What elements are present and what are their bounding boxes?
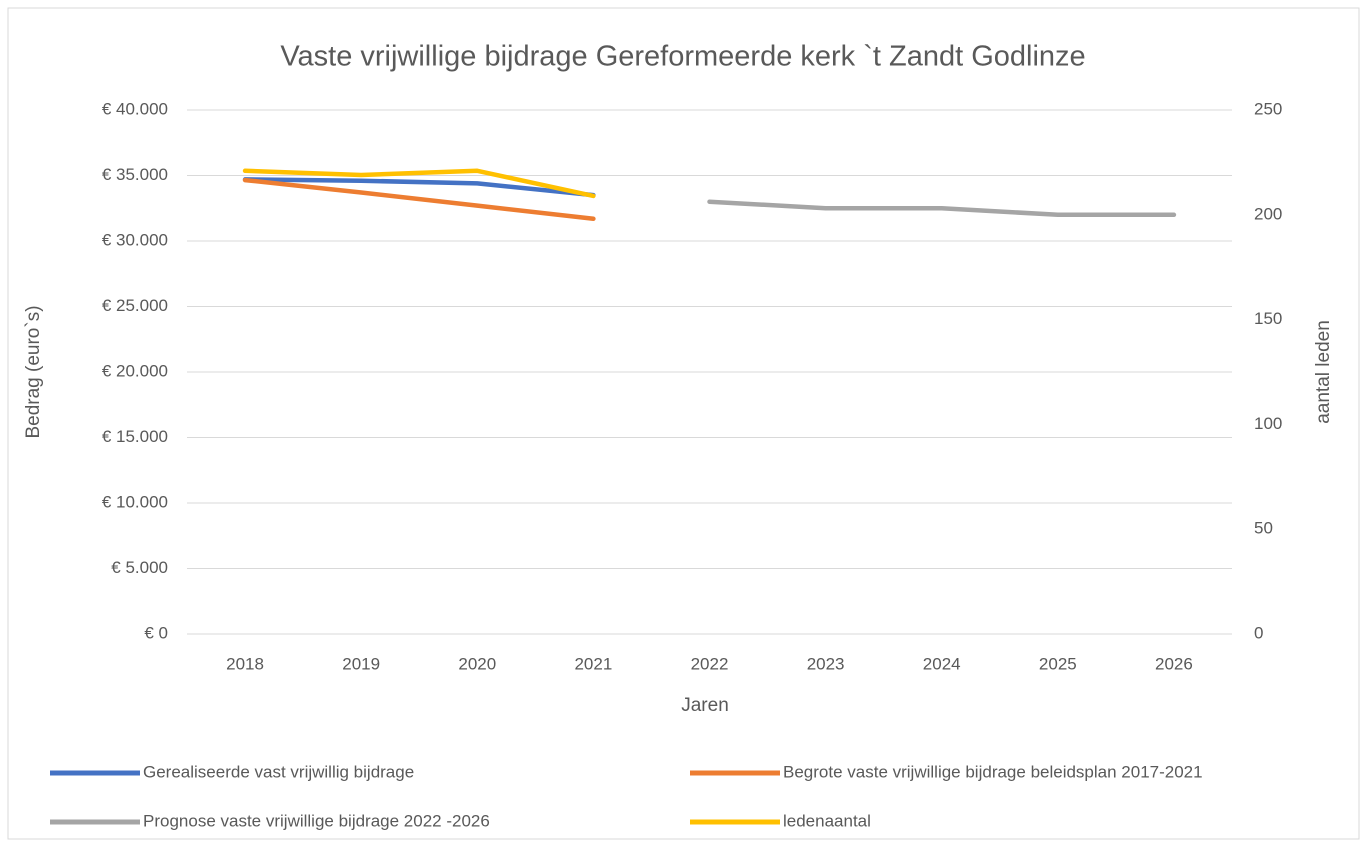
y2-tick-label: 250	[1254, 99, 1282, 118]
y-tick-label: € 10.000	[102, 492, 168, 511]
x-tick-label: 2023	[807, 654, 845, 673]
x-tick-label: 2021	[574, 654, 612, 673]
y2-axis-title: aantal leden	[1313, 320, 1334, 424]
series-line	[242, 177, 596, 198]
y-tick-label: € 30.000	[102, 230, 168, 249]
y-tick-label: € 35.000	[102, 165, 168, 184]
y-axis-title: Bedrag (euro`s)	[23, 305, 44, 438]
x-axis-title: Jaren	[681, 695, 729, 716]
y-tick-label: € 15.000	[102, 427, 168, 446]
x-tick-label: 2022	[691, 654, 729, 673]
y-tick-label: € 0	[144, 623, 168, 642]
legend-label: Gerealiseerde vast vrijwillig bijdrage	[143, 762, 414, 781]
x-tick-label: 2018	[226, 654, 264, 673]
chart-border	[7, 7, 1360, 840]
y-tick-label: € 5.000	[111, 558, 168, 577]
x-tick-label: 2019	[342, 654, 380, 673]
x-tick-label: 2020	[458, 654, 496, 673]
x-tick-label: 2026	[1155, 654, 1193, 673]
chart-title: Vaste vrijwillige bijdrage Gereformeerde…	[280, 41, 1085, 73]
y2-tick-label: 200	[1254, 204, 1282, 223]
y-tick-label: € 25.000	[102, 296, 168, 315]
y-tick-label: € 20.000	[102, 361, 168, 380]
y2-tick-label: 50	[1254, 519, 1273, 538]
y2-tick-label: 100	[1254, 414, 1282, 433]
x-tick-label: 2024	[923, 654, 961, 673]
series-line	[242, 177, 596, 221]
legend-label: ledenaantal	[783, 811, 871, 830]
y2-tick-label: 0	[1254, 623, 1263, 642]
y-tick-label: € 40.000	[102, 99, 168, 118]
legend-label: Prognose vaste vrijwillige bijdrage 2022…	[143, 811, 490, 830]
series-line	[707, 199, 1177, 218]
series-line	[242, 168, 596, 199]
x-tick-label: 2025	[1039, 654, 1077, 673]
y2-tick-label: 150	[1254, 309, 1282, 328]
legend-label: Begrote vaste vrijwillige bijdrage belei…	[783, 762, 1203, 781]
